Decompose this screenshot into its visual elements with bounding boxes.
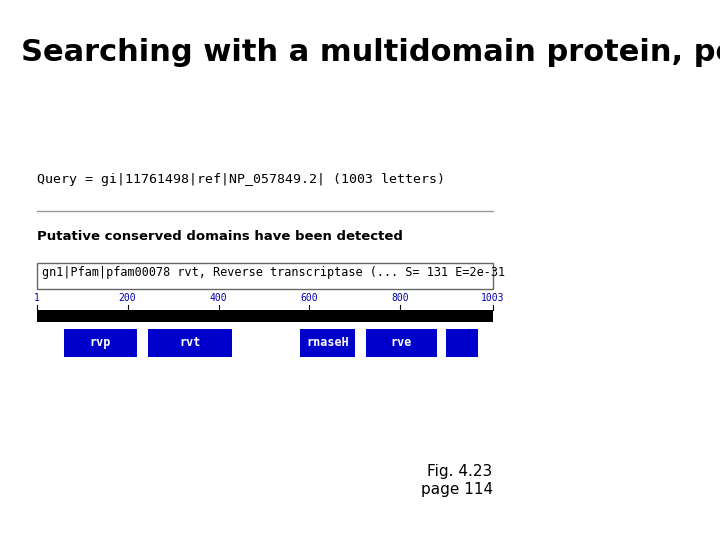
Text: Query = gi|11761498|ref|NP_057849.2| (1003 letters): Query = gi|11761498|ref|NP_057849.2| (10… <box>37 173 445 186</box>
Bar <box>148 329 232 357</box>
Text: rvt: rvt <box>179 336 201 349</box>
Text: Fig. 4.23
page 114: Fig. 4.23 page 114 <box>420 464 492 497</box>
Text: rvp: rvp <box>89 336 111 349</box>
Text: Putative conserved domains have been detected: Putative conserved domains have been det… <box>37 230 403 242</box>
Text: 800: 800 <box>392 293 409 303</box>
Bar <box>64 329 137 357</box>
Bar <box>300 329 355 357</box>
Text: 400: 400 <box>210 293 228 303</box>
Text: 1: 1 <box>34 293 40 303</box>
Text: 600: 600 <box>301 293 318 303</box>
Bar <box>37 263 492 289</box>
Text: rnaseH: rnaseH <box>306 336 349 349</box>
Text: Searching with a multidomain protein, pol: Searching with a multidomain protein, po… <box>21 38 720 67</box>
Text: rve: rve <box>391 336 413 349</box>
Bar <box>37 310 492 322</box>
Text: 1003: 1003 <box>481 293 505 303</box>
Bar <box>366 329 437 357</box>
Text: gn1|Pfam|pfam00078 rvt, Reverse transcriptase (... S= 131 E=2e-31: gn1|Pfam|pfam00078 rvt, Reverse transcri… <box>42 266 505 279</box>
Text: 200: 200 <box>119 293 136 303</box>
Bar <box>446 329 477 357</box>
